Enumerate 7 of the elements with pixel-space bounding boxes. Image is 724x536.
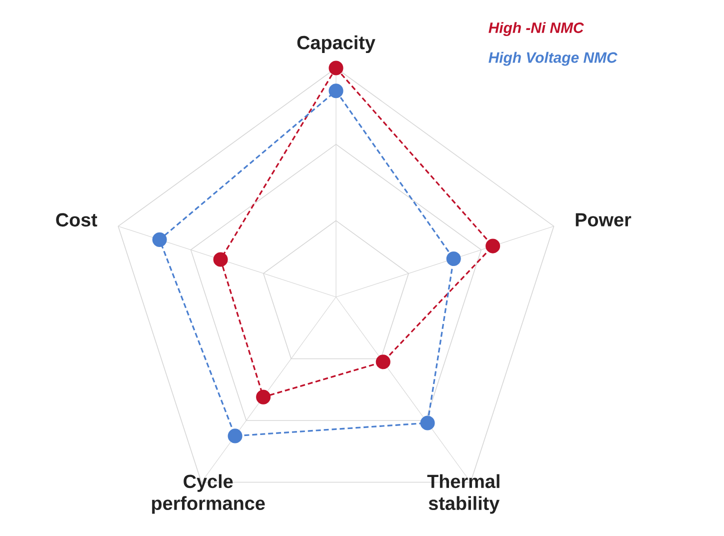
spoke-label: Cost xyxy=(56,213,98,227)
spoke-label: Power xyxy=(576,213,632,226)
text: High Voltage NMC xyxy=(488,52,618,66)
spoke-label: Thermal stability xyxy=(427,474,500,514)
text: High -Ni NMC xyxy=(488,22,584,36)
spoke-label: Cycle performance xyxy=(152,474,265,514)
spoke-label: Capacity xyxy=(297,35,376,54)
